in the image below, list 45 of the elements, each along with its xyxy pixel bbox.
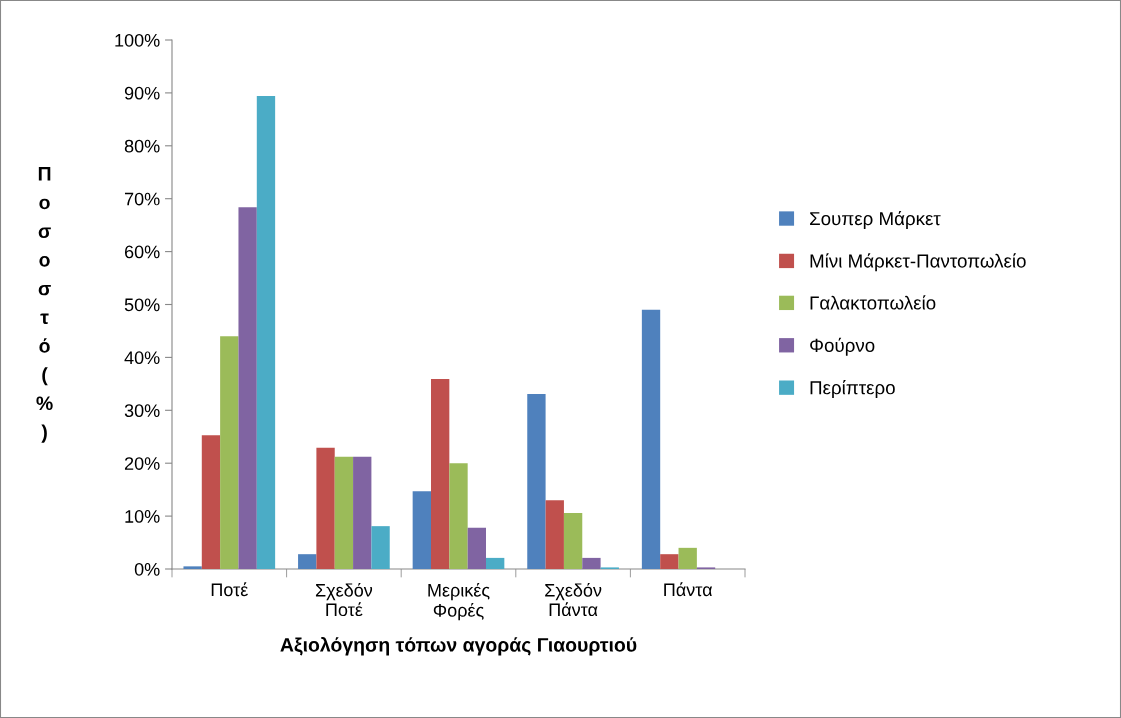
bar	[449, 463, 468, 569]
bar	[582, 557, 601, 569]
bar	[334, 456, 354, 569]
bar	[201, 435, 221, 569]
bar	[641, 309, 661, 569]
bar	[256, 96, 276, 569]
x-tick-label: Ποτέ	[211, 582, 248, 597]
x-tick-label: Μερικές Φορές	[428, 582, 490, 621]
legend-label: Γαλακτοπωλείο	[810, 295, 936, 310]
y-tick-label: 10%	[125, 510, 160, 523]
bar	[238, 207, 257, 569]
bar	[183, 566, 202, 569]
bar	[298, 554, 317, 569]
bar	[467, 527, 486, 569]
bar	[660, 554, 679, 569]
x-tick-label: Σχεδόν Ποτέ	[315, 582, 373, 617]
bar	[563, 512, 583, 569]
y-tick-label: 0%	[134, 562, 160, 576]
bar	[353, 456, 372, 569]
y-tick-label: 80%	[124, 139, 160, 153]
bar	[545, 500, 564, 569]
x-tick-label: Σχεδόν Πάντα	[545, 582, 602, 617]
y-tick-label: 30%	[124, 404, 160, 418]
bar	[371, 526, 390, 569]
x-tick-label: Πάντα	[664, 582, 713, 597]
legend-label: Περίπτερο	[810, 380, 895, 399]
bar	[316, 447, 335, 569]
bar	[431, 379, 450, 569]
bar	[220, 336, 239, 569]
y-tick-label: 60%	[124, 245, 160, 259]
y-tick-label: 20%	[124, 457, 160, 470]
y-tick-label: 90%	[124, 86, 160, 100]
bar	[412, 491, 431, 569]
x-axis-title: Αξιολόγηση τόπων αγοράς Γιαουρτιού	[280, 636, 637, 656]
legend-label: Μίνι Μάρκετ-Παντοπωλείο	[810, 253, 1026, 272]
bar	[678, 547, 697, 569]
y-tick-label: 50%	[124, 298, 160, 312]
text: Ποσοστό (%)	[36, 167, 53, 443]
y-tick-label: 40%	[124, 351, 160, 365]
y-tick-label: 70%	[124, 192, 160, 206]
y-tick-label: 100%	[115, 33, 160, 47]
legend-label: Φούρνο	[810, 337, 875, 356]
legend-label: Σουπερ Μάρκετ	[810, 210, 941, 229]
bar	[527, 393, 546, 569]
bar	[486, 557, 505, 569]
